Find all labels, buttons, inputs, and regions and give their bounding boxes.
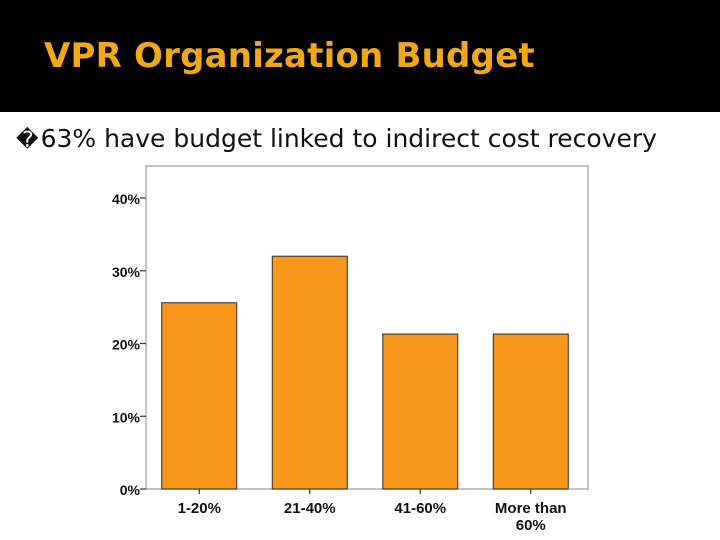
x-tick-label: 41-60% [394,500,446,517]
x-tick-label: 60% [516,517,546,534]
x-tick-label: More than [495,500,567,517]
bullet-icon: � [16,128,39,153]
bar [161,302,238,490]
slide-title: VPR Organization Budget [44,36,535,76]
bar [492,333,569,490]
title-bar [0,0,720,112]
bar [382,333,459,490]
y-tick-label: 30% [112,264,141,280]
y-tick-label: 20% [112,337,141,353]
bullet-point: �63% have budget linked to indirect cost… [16,124,657,153]
bar [271,255,348,490]
bullet-text: 63% have budget linked to indirect cost … [40,124,657,153]
plot-border [145,165,589,490]
y-tick-label: 10% [112,409,141,425]
x-tick-label: 21-40% [284,500,336,517]
y-tick-label: 40% [112,191,141,207]
y-tick-label: 0% [120,482,141,498]
x-tick-label: 1-20% [178,500,221,517]
